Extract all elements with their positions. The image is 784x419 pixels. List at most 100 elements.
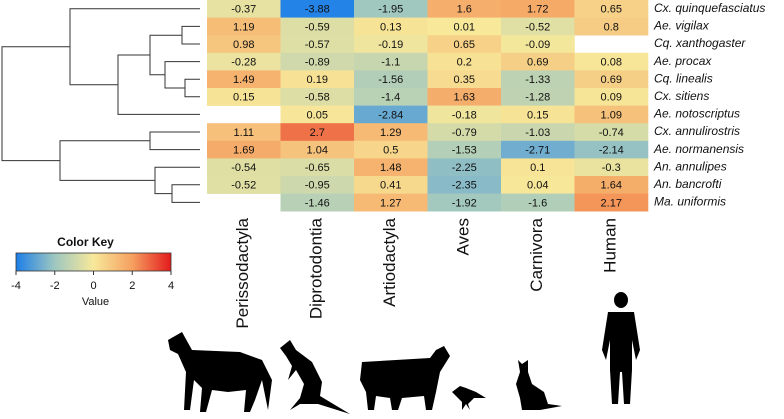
heatmap-cell	[501, 105, 575, 124]
heatmap-cell	[574, 17, 649, 36]
heatmap-cell	[207, 176, 281, 194]
cell-label: -2.84	[378, 109, 403, 121]
cell-label: -1.03	[525, 127, 550, 139]
cell-label: 0.08	[601, 57, 622, 69]
row-label: An. annulipes	[653, 159, 727, 173]
color-key-tick-label: 0	[90, 280, 96, 292]
dendrogram	[1, 8, 200, 203]
heatmap-cell	[427, 140, 502, 159]
cell-label: -2.25	[452, 162, 477, 174]
cell-label: -0.37	[231, 4, 256, 16]
cell-label: 2.17	[601, 197, 622, 209]
heatmap-cell	[501, 17, 575, 36]
cell-label: -1.56	[378, 74, 403, 86]
color-key-tick-label: -2	[50, 280, 60, 292]
cell-label: -0.74	[599, 127, 624, 139]
column-label: Perissodactyla	[233, 217, 252, 328]
cell-label: 2.7	[310, 127, 325, 139]
heatmap-cell	[427, 105, 502, 124]
cell-label: -2.71	[525, 145, 550, 157]
cell-label: -0.18	[452, 109, 477, 121]
heatmap-cell	[427, 35, 502, 54]
kangaroo	[280, 340, 350, 414]
cell-label: 0.69	[527, 57, 548, 69]
cell-label: 1.48	[380, 162, 401, 174]
heatmap-cell	[501, 123, 575, 142]
cell-label: 1.11	[233, 127, 254, 139]
cell-label: -2.35	[452, 180, 477, 192]
heatmap-cell	[280, 105, 355, 124]
cell-label: -3.88	[305, 4, 330, 16]
cell-label: 0.05	[307, 109, 328, 121]
row-label: Ae. vigilax	[653, 19, 710, 33]
heatmap-cell	[501, 140, 575, 159]
cell-label: -1.28	[525, 92, 550, 104]
heatmap-cell	[574, 70, 649, 89]
heatmap-cell	[354, 158, 428, 177]
cell-label: -1.53	[452, 145, 477, 157]
cell-label: 0.19	[307, 74, 328, 86]
cell-label: -0.19	[378, 39, 403, 51]
heatmap-cell	[354, 70, 428, 89]
heatmap-cell	[427, 17, 502, 36]
cell-label: 1.09	[601, 109, 622, 121]
heatmap-cell	[207, 17, 281, 36]
row-label: Ae. normanensis	[653, 142, 744, 156]
heatmap-cell	[207, 88, 281, 106]
horse	[168, 332, 272, 412]
heatmap-cell	[207, 140, 281, 159]
heatmap-cell	[280, 88, 355, 106]
heatmap-cell	[574, 88, 649, 106]
cell-label: 0.01	[454, 21, 475, 33]
column-label: Diprotodontia	[307, 217, 326, 319]
heatmap-cell	[354, 123, 428, 142]
heatmap-cell	[501, 193, 575, 212]
cow	[360, 346, 450, 410]
column-label: Artiodactyla	[380, 217, 399, 306]
heatmap-cell	[354, 176, 428, 194]
column-label: Human	[601, 218, 620, 273]
heatmap-cell	[501, 52, 575, 71]
cell-label: 0.5	[383, 145, 398, 157]
row-label: Ma. uniformis	[654, 195, 726, 209]
heatmap-cell	[280, 158, 355, 177]
cell-label: -1.46	[305, 197, 330, 209]
bird	[452, 386, 486, 410]
cell-label: -0.95	[305, 180, 330, 192]
heatmap-cell	[427, 158, 502, 177]
cell-label: 1.29	[380, 127, 401, 139]
cat	[516, 360, 562, 410]
cell-label: 0.09	[601, 92, 622, 104]
heatmap-cell	[354, 0, 428, 18]
color-key-title: Color Key	[57, 235, 114, 249]
heatmap-cell	[574, 0, 649, 18]
cell-label: -0.65	[305, 162, 330, 174]
heatmap-cell	[280, 0, 355, 18]
heatmap-cell	[207, 70, 281, 89]
heatmap-cell	[574, 105, 649, 124]
column-label: Aves	[454, 218, 473, 256]
cell-label: 1.64	[601, 180, 622, 192]
color-key-tick-label: 2	[129, 280, 135, 292]
heatmap-cell	[574, 52, 649, 71]
cell-label: -0.28	[231, 57, 256, 69]
color-key-tick-label: -4	[11, 280, 21, 292]
cell-label: 1.69	[233, 145, 254, 157]
heatmap-cell	[280, 35, 355, 54]
cell-label: 1.63	[454, 92, 475, 104]
heatmap-cell	[427, 52, 502, 71]
cell-label: -0.79	[452, 127, 477, 139]
heatmap-cell	[280, 193, 355, 212]
heatmap-cell	[280, 123, 355, 142]
cell-label: 0.8	[604, 21, 619, 33]
cell-label: 0.1	[530, 162, 545, 174]
cell-label: 1.49	[233, 74, 254, 86]
cell-label: -0.52	[231, 180, 256, 192]
heatmap-cell	[354, 52, 428, 71]
cell-label: -0.54	[231, 162, 256, 174]
heatmap-cell	[574, 193, 649, 212]
heatmap-cell	[207, 35, 281, 54]
heatmap-cell	[427, 193, 502, 212]
heatmap-cell	[427, 70, 502, 89]
heatmap-cell	[280, 52, 355, 71]
